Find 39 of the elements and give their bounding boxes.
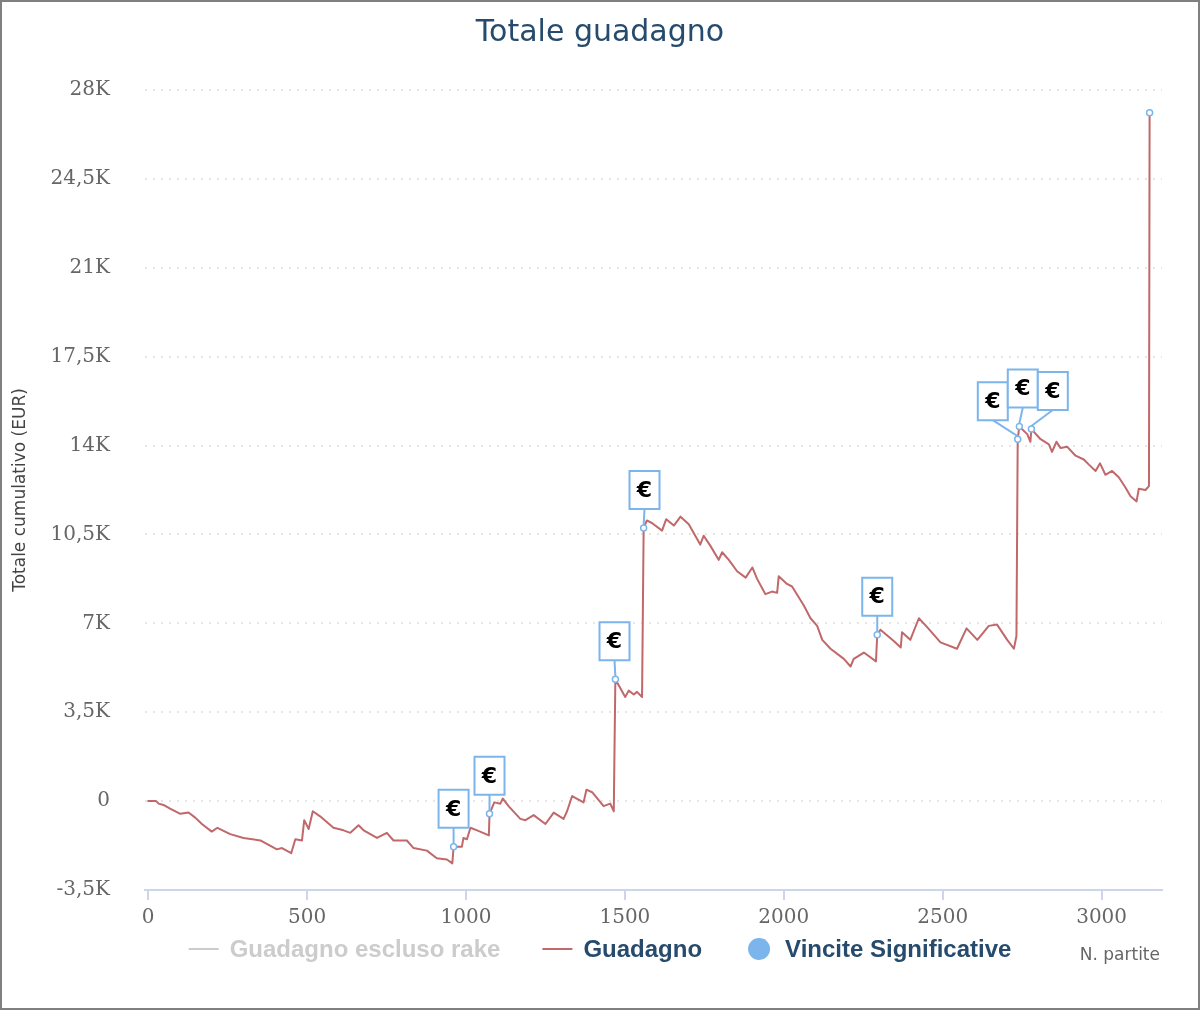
point bbox=[639, 524, 648, 532]
point bbox=[1145, 109, 1154, 117]
point bbox=[1015, 422, 1024, 431]
y-tick-label: 14K bbox=[69, 431, 112, 456]
x-tick-label: 500 bbox=[287, 904, 327, 929]
x-tick-label: 1000 bbox=[440, 904, 492, 929]
data-label: € bbox=[605, 627, 623, 653]
y-tick-label: 0 bbox=[97, 787, 110, 812]
x-tick-label: 3000 bbox=[1076, 904, 1128, 929]
chart-title: Totale guadagno bbox=[474, 12, 725, 48]
legend-label: Vincite Significative bbox=[785, 934, 1012, 962]
y-tick-label: 7K bbox=[82, 609, 112, 634]
y-axis-title: Totale cumulativo (EUR) bbox=[9, 388, 30, 593]
data-label: € bbox=[444, 795, 462, 821]
data-label: € bbox=[1014, 375, 1031, 401]
y-tick-label: 17,5K bbox=[50, 342, 112, 367]
x-tick-label: 2500 bbox=[917, 904, 969, 929]
y-tick-label: 21K bbox=[69, 253, 112, 278]
data-label: € bbox=[635, 476, 653, 502]
data-label: € bbox=[1044, 377, 1061, 403]
y-tick-label: 3,5K bbox=[63, 698, 112, 723]
x-axis-title: N. partite bbox=[1079, 944, 1160, 965]
x-tick-label: 1500 bbox=[599, 904, 651, 929]
y-tick-label: -3,5K bbox=[56, 876, 112, 901]
y-tick-label: 10,5K bbox=[50, 520, 112, 545]
y-tick-label: 24,5K bbox=[50, 165, 112, 190]
legend-label: Guadagno bbox=[583, 934, 703, 962]
data-label: € bbox=[480, 762, 498, 788]
point bbox=[449, 843, 458, 851]
point bbox=[611, 675, 620, 683]
point bbox=[873, 631, 881, 639]
data-label: € bbox=[868, 583, 885, 609]
data-label: € bbox=[984, 387, 1001, 413]
point bbox=[485, 810, 494, 818]
y-tick-label: 28K bbox=[69, 76, 112, 101]
x-tick-label: 0 bbox=[141, 904, 155, 929]
point bbox=[1027, 425, 1036, 433]
point bbox=[1013, 435, 1022, 443]
x-tick-label: 2000 bbox=[758, 904, 810, 929]
